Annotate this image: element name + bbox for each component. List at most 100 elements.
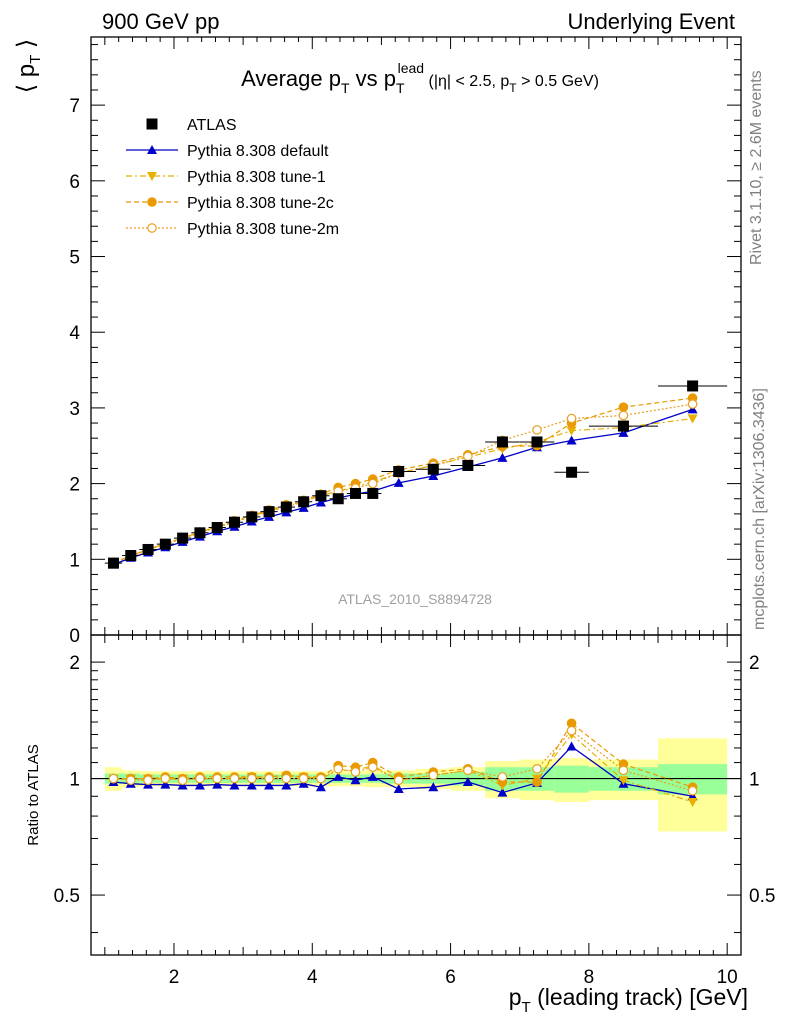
- data-point: [332, 493, 344, 505]
- data-point: [566, 426, 577, 436]
- legend-marker: [147, 145, 157, 154]
- data-point: [228, 516, 240, 528]
- ratio-y-tick-label: 0.5: [54, 886, 80, 907]
- data-point: [367, 762, 378, 773]
- legend-marker: [147, 197, 157, 207]
- data-point: [497, 772, 508, 782]
- data-point: [264, 773, 274, 784]
- main-series-pythia-8-308-tune-1: [108, 414, 698, 569]
- data-point: [264, 780, 275, 790]
- data-point: [618, 410, 629, 421]
- mcplots-label: mcplots.cern.ch [arXiv:1306.3436]: [751, 388, 768, 630]
- data-point: [618, 765, 629, 776]
- legend-marker: [147, 223, 157, 233]
- y-tick-label: 7: [69, 96, 80, 117]
- data-point: [566, 435, 577, 445]
- data-point: [298, 773, 309, 784]
- data-point: [367, 771, 378, 781]
- data-point: [566, 741, 577, 751]
- ratio-y-tick-label-right: 2: [749, 653, 760, 674]
- data-point: [125, 775, 136, 786]
- data-point: [497, 452, 508, 462]
- data-point: [618, 776, 629, 786]
- legend-entry: ATLAS: [146, 117, 237, 134]
- data-point: [687, 785, 698, 796]
- plot-frames: [90, 36, 742, 956]
- y-tick-label: 2: [69, 475, 80, 496]
- data-point: [393, 477, 404, 487]
- legend: ATLAS Pythia 8.308 default Pythia 8.308 tu…: [126, 117, 339, 238]
- data-point: [566, 466, 578, 478]
- ratio-y-tick-label: 2: [69, 653, 80, 674]
- data-point: [212, 779, 223, 789]
- data-point: [160, 779, 171, 789]
- data-point: [532, 777, 542, 787]
- data-point: [687, 399, 698, 409]
- data-point: [263, 506, 275, 518]
- data-point: [687, 380, 699, 392]
- data-point: [427, 463, 439, 475]
- ratio-series-pythia-8-308-tune-2m: [108, 725, 698, 796]
- series-line: [113, 417, 693, 564]
- main-series-pythia-8-308-tune-2m: [108, 399, 698, 568]
- data-point: [194, 780, 205, 790]
- data-point: [281, 773, 292, 784]
- header-left-label: 900 GeV pp: [102, 9, 219, 34]
- data-point: [316, 773, 326, 784]
- data-point: [160, 773, 171, 784]
- legend-label: Pythia 8.308 tune-2c: [187, 195, 334, 212]
- data-point: [142, 543, 154, 555]
- data-point: [211, 522, 223, 534]
- legend-label: Pythia 8.308 tune-1: [187, 169, 326, 186]
- series-line: [113, 408, 693, 566]
- data-point: [393, 465, 405, 477]
- data-point: [177, 532, 189, 544]
- data-point: [195, 773, 205, 784]
- main-series-pythia-8-308-tune-2c: [108, 393, 698, 568]
- y-tick-label: 3: [69, 399, 80, 420]
- chart-title: Average pT vs pTlead (|η| < 2.5, pT > 0.…: [241, 60, 599, 96]
- series-line: [113, 397, 693, 564]
- ratio-y-tick-label-right: 0.5: [749, 886, 775, 907]
- data-point: [159, 538, 171, 550]
- x-tick-label: 10: [717, 967, 738, 988]
- header-right-label: Underlying Event: [567, 9, 735, 34]
- data-point: [315, 490, 327, 502]
- ratio-frame: [90, 634, 742, 956]
- data-point: [393, 783, 404, 793]
- x-tick-label: 2: [169, 967, 180, 988]
- legend-label: Pythia 8.308 tune-2m: [187, 221, 339, 238]
- legend-marker: [147, 172, 157, 181]
- legend-entry: Pythia 8.308 tune-2m: [126, 221, 339, 238]
- x-tick-label: 8: [584, 967, 595, 988]
- main-series-pythia-8-308-default: [108, 404, 698, 569]
- xlabel: pT (leading track) [GeV]: [509, 984, 748, 1016]
- data-point: [350, 775, 361, 785]
- data-point: [212, 773, 222, 784]
- data-point: [108, 773, 119, 784]
- data-point: [229, 773, 240, 784]
- rivet-version-label: Rivet 3.1.10, ≥ 2.6M events: [748, 70, 765, 265]
- data-point: [107, 557, 119, 569]
- data-point: [281, 780, 292, 790]
- data-point: [333, 771, 344, 781]
- data-point: [462, 459, 474, 471]
- series-line: [113, 403, 693, 564]
- data-point: [532, 425, 542, 435]
- data-point: [687, 414, 698, 424]
- y-tick-label: 6: [69, 172, 80, 193]
- main-ylabel: ⟨ pT ⟩: [13, 39, 44, 94]
- y-tick-label: 4: [69, 323, 80, 344]
- data-point: [350, 767, 361, 777]
- analysis-watermark: ATLAS_2010_S8894728: [338, 591, 492, 607]
- x-tick-label: 6: [445, 967, 456, 988]
- data-point: [617, 420, 629, 432]
- data-point: [125, 550, 137, 562]
- data-point: [229, 780, 240, 790]
- ratio-y-tick-label: 1: [69, 770, 80, 791]
- data-point: [246, 780, 257, 790]
- ratio-series-group: [108, 718, 698, 807]
- data-point: [566, 725, 577, 736]
